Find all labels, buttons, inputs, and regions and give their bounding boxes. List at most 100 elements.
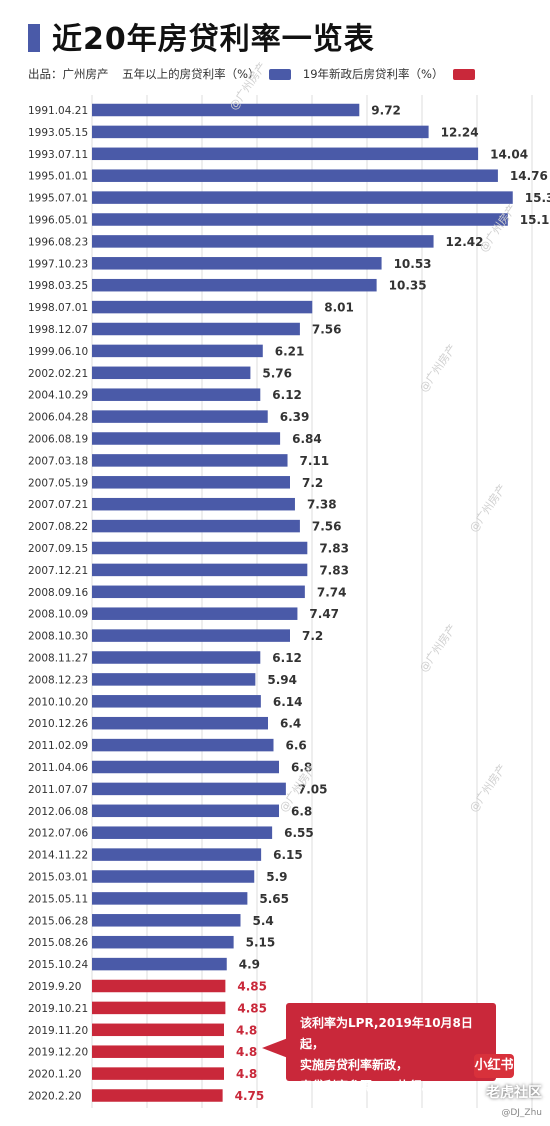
category-label: 2015.08.26 xyxy=(28,937,88,949)
category-label: 2007.12.21 xyxy=(28,565,88,577)
bar-rate xyxy=(92,892,248,905)
bar-rate xyxy=(92,300,313,314)
bar-lpr xyxy=(92,1045,224,1058)
value-label: 14.76 xyxy=(510,169,548,183)
value-label: 4.75 xyxy=(235,1089,265,1103)
value-label: 7.38 xyxy=(307,498,337,512)
value-label: 14.04 xyxy=(490,147,528,161)
category-label: 2020.2.20 xyxy=(28,1091,81,1103)
value-label: 7.2 xyxy=(302,629,323,643)
bar-rate xyxy=(92,322,300,336)
value-label: 5.76 xyxy=(262,366,292,380)
category-label: 2007.03.18 xyxy=(28,455,88,467)
value-label: 6.14 xyxy=(273,695,303,709)
category-label: 1991.04.21 xyxy=(28,105,88,117)
value-label: 12.24 xyxy=(441,125,479,139)
category-label: 2002.02.21 xyxy=(28,368,88,380)
bar-rate xyxy=(92,826,273,839)
value-label: 5.4 xyxy=(253,914,274,928)
bar-rate xyxy=(92,870,255,883)
value-label: 7.2 xyxy=(302,476,323,490)
legend-red-swatch xyxy=(453,68,476,80)
note-line-3: 房贷利率参照LPR执行。 xyxy=(300,1079,434,1093)
value-label: 7.56 xyxy=(312,520,342,534)
value-label: 15.3 xyxy=(525,191,550,205)
category-label: 1998.07.01 xyxy=(28,302,88,314)
value-label: 4.8 xyxy=(236,1023,257,1037)
bar-rate xyxy=(92,497,295,511)
xiaohongshu-logo: 小红书 xyxy=(474,1054,514,1078)
value-label: 8.01 xyxy=(324,301,354,315)
category-label: 2012.06.08 xyxy=(28,806,88,818)
value-label: 7.83 xyxy=(319,542,349,556)
value-label: 4.85 xyxy=(237,1001,267,1015)
note-line-1: 该利率为LPR,2019年10月8日起， xyxy=(300,1016,473,1051)
bar-rate xyxy=(92,782,286,796)
category-label: 2019.9.20 xyxy=(28,981,81,993)
category-label: 2019.12.20 xyxy=(28,1047,88,1059)
value-label: 6.55 xyxy=(284,826,314,840)
bar-rate xyxy=(92,738,274,752)
brand-name: 老虎社区 xyxy=(486,1085,542,1101)
bar-rate xyxy=(92,147,479,161)
legend-red-label: 19年新政后房贷利率（%） xyxy=(302,67,444,81)
value-label: 6.4 xyxy=(280,717,301,731)
value-label: 7.83 xyxy=(319,563,349,577)
bar-rate xyxy=(92,848,262,861)
category-label: 2008.10.09 xyxy=(28,609,88,621)
brand-user: @DJ_Zhu xyxy=(501,1108,542,1118)
note-pointer xyxy=(262,1038,288,1058)
bar-rate xyxy=(92,673,256,686)
legend-blue-swatch xyxy=(269,68,292,80)
bar-rate xyxy=(92,344,263,358)
value-label: 7.74 xyxy=(317,585,347,599)
bar-rate xyxy=(92,476,290,489)
bar-rate xyxy=(92,629,290,642)
bar-rate xyxy=(92,695,261,708)
bar-lpr xyxy=(92,1089,223,1102)
category-label: 2007.07.21 xyxy=(28,499,88,511)
value-label: 6.21 xyxy=(275,344,305,358)
lpr-note-box: 该利率为LPR,2019年10月8日起， 实施房贷利率新政， 房贷利率参照LPR… xyxy=(286,1003,496,1093)
note-line-2: 实施房贷利率新政， xyxy=(300,1058,409,1072)
category-label: 2019.11.20 xyxy=(28,1025,88,1037)
category-label: 1993.07.11 xyxy=(28,149,88,161)
category-label: 2015.10.24 xyxy=(28,959,88,971)
bar-rate xyxy=(92,935,234,949)
bar-rate xyxy=(92,760,279,774)
legend: 出品：广州房产 五年以上的房贷利率（%） 19年新政后房贷利率（%） xyxy=(28,66,483,82)
category-label: 2019.10.21 xyxy=(28,1003,88,1015)
value-label: 7.05 xyxy=(298,782,328,796)
source-label: 出品：广州房产 xyxy=(28,67,109,81)
category-label: 2006.08.19 xyxy=(28,434,88,446)
category-label: 1998.12.07 xyxy=(28,324,88,336)
title-accent-bar xyxy=(28,24,40,52)
value-label: 6.12 xyxy=(272,651,302,665)
category-label: 2007.08.22 xyxy=(28,521,88,533)
value-label: 10.35 xyxy=(389,279,427,293)
value-label: 4.85 xyxy=(237,980,267,994)
bar-rate xyxy=(92,607,298,620)
value-label: 5.65 xyxy=(259,892,289,906)
value-label: 12.42 xyxy=(446,235,484,249)
bar-rate xyxy=(92,169,498,182)
bar-rate xyxy=(92,125,429,139)
value-label: 9.72 xyxy=(371,104,401,118)
value-label: 6.15 xyxy=(273,848,303,862)
bar-rate xyxy=(92,454,288,467)
category-label: 2010.12.26 xyxy=(28,718,88,730)
bar-rate xyxy=(92,804,279,818)
value-label: 5.15 xyxy=(246,936,276,950)
bar-rate xyxy=(92,651,261,664)
category-label: 2006.04.28 xyxy=(28,412,88,424)
category-label: 1998.03.25 xyxy=(28,280,88,292)
bar-rate xyxy=(92,957,227,971)
value-label: 7.47 xyxy=(309,607,339,621)
bar-rate xyxy=(92,914,241,927)
value-label: 6.12 xyxy=(272,388,302,402)
bar-rate xyxy=(92,410,268,423)
category-label: 1996.08.23 xyxy=(28,236,88,248)
category-label: 2008.11.27 xyxy=(28,653,88,665)
chart-title: 近20年房贷利率一览表 xyxy=(52,22,375,57)
